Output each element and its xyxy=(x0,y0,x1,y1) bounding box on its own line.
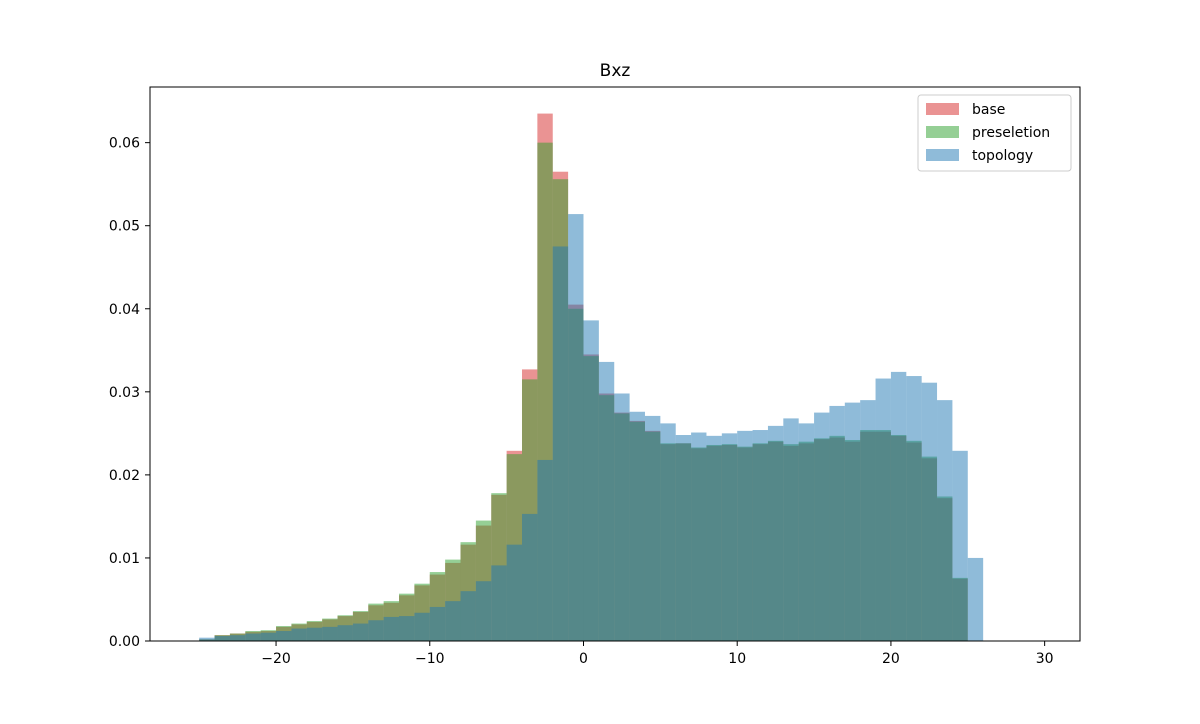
x-tick-label: 0 xyxy=(579,651,588,667)
bar-topology-27 xyxy=(614,393,630,641)
bar-topology-19 xyxy=(491,565,507,641)
bar-topology-16 xyxy=(445,601,461,641)
legend: base preseletion topology xyxy=(917,94,1072,172)
bar-topology-20 xyxy=(506,544,522,641)
bar-topology-15 xyxy=(429,606,446,641)
bar-topology-38 xyxy=(783,418,799,641)
bar-topology-36 xyxy=(752,430,768,641)
bar-topology-28 xyxy=(629,411,645,641)
bar-topology-41 xyxy=(829,405,845,641)
x-tick-label: −20 xyxy=(261,651,291,667)
y-tick-label: 0.03 xyxy=(109,385,140,401)
bar-topology-30 xyxy=(660,423,676,641)
bar-topology-1 xyxy=(214,636,230,641)
chart-title: Bxz xyxy=(600,61,631,81)
legend-label-base: base xyxy=(972,102,1005,118)
bar-topology-26 xyxy=(598,361,615,641)
bar-topology-11 xyxy=(368,620,384,641)
bar-topology-2 xyxy=(229,635,246,641)
bar-topology-24 xyxy=(568,214,584,641)
bar-topology-13 xyxy=(399,616,415,641)
bar-topology-10 xyxy=(352,623,369,641)
bar-topology-49 xyxy=(952,450,968,641)
legend-swatch-base xyxy=(926,103,959,115)
bar-topology-47 xyxy=(921,382,938,641)
x-axis: −20 −10 0 10 20 30 xyxy=(261,641,1054,667)
legend-swatch-topology xyxy=(926,149,959,161)
bar-topology-44 xyxy=(875,378,891,641)
bar-topology-14 xyxy=(414,612,430,641)
y-tick-label: 0.01 xyxy=(109,551,140,567)
plot-frame xyxy=(149,86,1081,642)
bar-topology-25 xyxy=(583,320,599,641)
bar-topology-42 xyxy=(844,402,861,641)
bar-topology-29 xyxy=(644,415,661,641)
x-tick-label: 10 xyxy=(728,651,746,667)
bar-topology-6 xyxy=(291,628,307,641)
bar-topology-7 xyxy=(306,627,323,641)
y-tick-label: 0.04 xyxy=(109,302,140,318)
bar-topology-34 xyxy=(721,433,738,641)
bar-topology-21 xyxy=(522,513,538,641)
bar-topology-39 xyxy=(798,423,815,641)
x-tick-label: −10 xyxy=(415,651,445,667)
bar-topology-8 xyxy=(322,626,338,641)
bar-topology-45 xyxy=(890,371,907,641)
x-tick-label: 30 xyxy=(1036,651,1054,667)
bar-topology-18 xyxy=(475,581,492,641)
bar-topology-12 xyxy=(383,616,400,641)
legend-label-preseletion: preseletion xyxy=(972,125,1050,141)
bar-topology-17 xyxy=(460,591,476,641)
bar-topology-33 xyxy=(706,435,722,641)
bar-topology-4 xyxy=(260,632,277,641)
legend-swatch-preseletion xyxy=(926,126,959,138)
bar-topology-46 xyxy=(906,376,922,641)
y-tick-label: 0.00 xyxy=(109,634,140,650)
bar-topology-22 xyxy=(537,459,553,641)
legend-label-topology: topology xyxy=(972,148,1033,164)
bar-topology-35 xyxy=(737,430,753,641)
bar-topology-3 xyxy=(245,633,261,641)
y-tick-label: 0.05 xyxy=(109,219,140,235)
y-tick-label: 0.06 xyxy=(109,136,140,152)
bar-topology-43 xyxy=(860,400,876,641)
bar-topology-32 xyxy=(691,432,707,641)
x-tick-label: 20 xyxy=(882,651,900,667)
bar-topology-40 xyxy=(814,412,830,641)
bar-topology-31 xyxy=(675,435,692,641)
bar-topology-23 xyxy=(552,246,569,641)
y-axis: 0.00 0.01 0.02 0.03 0.04 0.05 0.06 xyxy=(109,136,150,650)
bar-topology-0 xyxy=(199,637,215,641)
bar-topology-48 xyxy=(937,400,953,641)
bar-topology-50 xyxy=(967,557,984,641)
y-tick-label: 0.02 xyxy=(109,468,140,484)
bar-topology-5 xyxy=(276,631,292,641)
bar-topology-9 xyxy=(337,625,353,641)
series-topology xyxy=(199,214,984,641)
bar-topology-37 xyxy=(767,425,784,641)
bars-layer xyxy=(199,113,984,641)
